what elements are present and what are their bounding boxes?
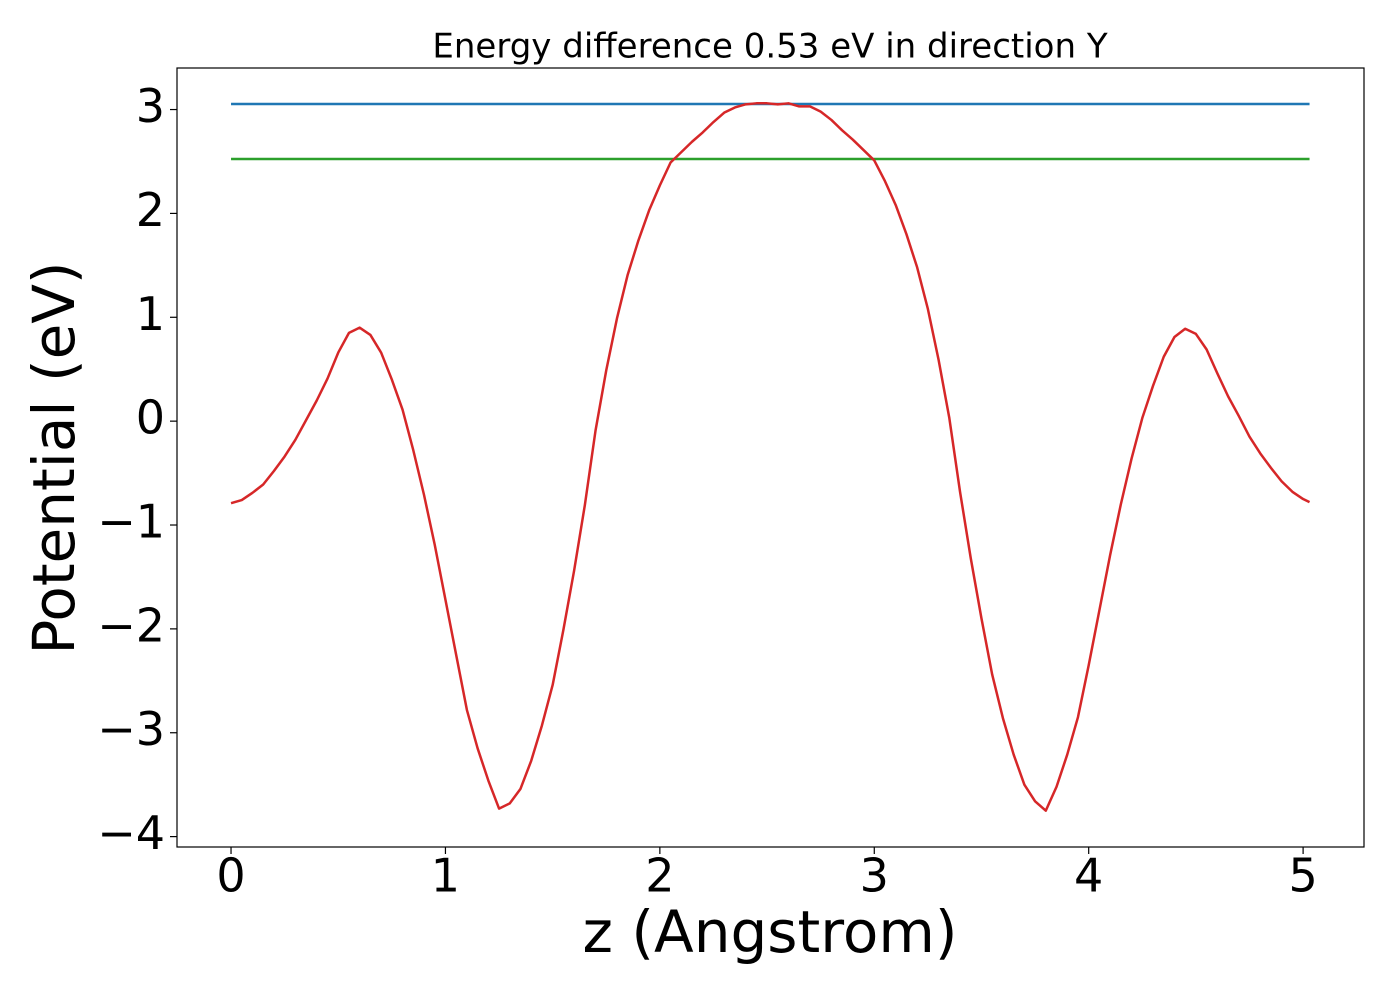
x-tick-label: 2 xyxy=(645,849,674,903)
y-tick-label: 3 xyxy=(136,79,165,133)
y-tick-label: 1 xyxy=(136,287,165,341)
x-tick-label: 5 xyxy=(1288,849,1317,903)
y-tick-label: 0 xyxy=(136,391,165,445)
y-tick-label: −2 xyxy=(97,598,165,652)
y-tick-label: −3 xyxy=(97,702,165,756)
data-line xyxy=(230,102,1311,812)
chart-title: Energy difference 0.53 eV in direction Y xyxy=(432,27,1107,67)
x-axis-label: z (Angstrom) xyxy=(583,898,958,966)
x-tick-label: 0 xyxy=(216,849,245,903)
y-axis-label: Potential (eV) xyxy=(20,261,88,654)
y-tick-label: −1 xyxy=(97,495,165,549)
x-tick-label: 4 xyxy=(1074,849,1103,903)
x-tick-label: 1 xyxy=(431,849,460,903)
x-tick-label: 3 xyxy=(860,849,889,903)
y-tick-label: 2 xyxy=(136,183,165,237)
plot-frame xyxy=(176,67,1365,848)
y-tick-label: −4 xyxy=(97,806,165,860)
